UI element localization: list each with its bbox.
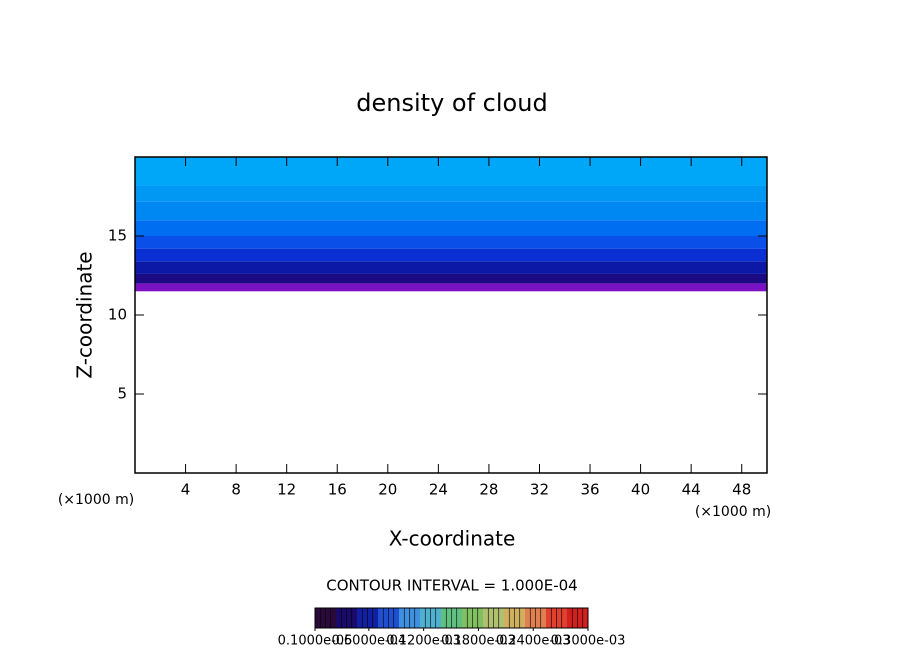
contour-band (135, 283, 767, 292)
x-tick-label: 24 (429, 481, 448, 499)
contour-band (135, 157, 767, 186)
x-axis-label: X-coordinate (389, 527, 516, 551)
x-tick-label: 28 (479, 481, 498, 499)
y-tick-label: 15 (108, 227, 127, 245)
x-tick-label: 20 (378, 481, 397, 499)
x-tick-label: 16 (328, 481, 347, 499)
chart-title: density of cloud (356, 89, 547, 117)
colorbar-tick-label: 0.2400e-03 (496, 634, 571, 649)
colorbar-tick-label: 0.3000e-03 (551, 634, 626, 649)
y-unit: (×1000 m) (58, 492, 134, 508)
x-tick-label: 40 (631, 481, 650, 499)
contour-band (135, 261, 767, 274)
contour-band (135, 220, 767, 236)
x-unit: (×1000 m) (695, 504, 771, 520)
contour-band (135, 185, 767, 202)
colorbar-tick-label: 0.1800e-03 (441, 634, 516, 649)
y-tick-label: 5 (117, 385, 127, 403)
x-tick-label: 36 (580, 481, 599, 499)
contour-band (135, 273, 767, 284)
x-tick-label: 4 (181, 481, 191, 499)
contour-interval: CONTOUR INTERVAL = 1.000E-04 (326, 577, 577, 595)
x-tick-label: 32 (530, 481, 549, 499)
colorbar-tick-label: 0.1000e-05 (278, 634, 353, 649)
x-tick-label: 8 (231, 481, 241, 499)
colorbar-tick-label: 0.6000e-04 (332, 634, 407, 649)
x-tick-label: 44 (682, 481, 701, 499)
x-tick-label: 48 (732, 481, 751, 499)
colorbar-frame (314, 607, 589, 629)
contour-band (135, 236, 767, 249)
y-tick-label: 10 (108, 306, 127, 324)
contour-band (135, 248, 767, 262)
contour-band (135, 201, 767, 221)
colorbar-tick-label: 0.1200e-03 (386, 634, 461, 649)
x-tick-label: 12 (277, 481, 296, 499)
y-axis-label: Z-coordinate (73, 251, 97, 378)
